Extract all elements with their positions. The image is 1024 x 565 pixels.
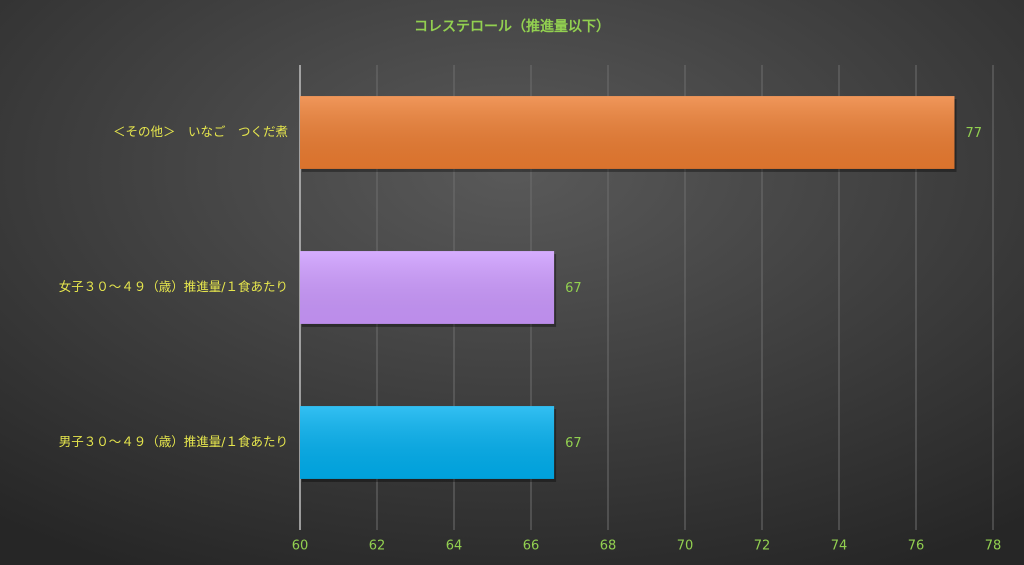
bar-shade [300,96,955,169]
x-tick-label: 74 [831,539,848,554]
value-label: 67 [565,281,582,296]
x-tick-label: 62 [369,539,386,554]
y-tick-label: 女子３０～４９（歳）推進量/１食あたり [59,279,288,294]
x-tick-label: 60 [292,539,309,554]
y-tick-label: ＜その他＞ いなご つくだ煮 [113,124,288,139]
x-tick-label: 70 [677,539,694,554]
x-tick-label: 76 [908,539,925,554]
x-tick-label: 66 [523,539,540,554]
x-tick-label: 64 [446,539,463,554]
x-tick-label: 72 [754,539,771,554]
value-label: 77 [966,126,983,141]
x-tick-label: 78 [985,539,1002,554]
bar-shade [300,251,555,324]
bar-shade [300,406,555,479]
value-label: 67 [565,436,582,451]
chart-title: コレステロール（推進量以下） [414,18,610,35]
x-tick-label: 68 [600,539,617,554]
y-tick-label: 男子３０～４９（歳）推進量/１食あたり [59,434,288,449]
